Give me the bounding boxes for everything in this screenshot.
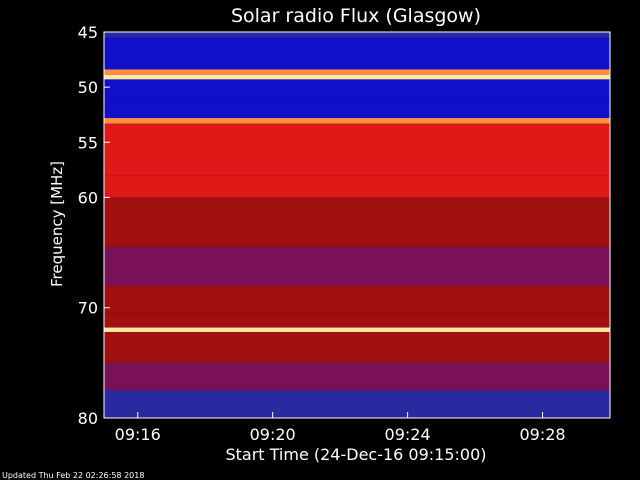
frequency-band-13	[104, 313, 610, 328]
y-tick-label: 50	[78, 78, 98, 97]
frequency-band-3	[104, 75, 610, 80]
y-tick-label: 60	[78, 188, 98, 207]
frequency-band-16	[104, 362, 610, 391]
frequency-band-17	[104, 390, 610, 418]
x-tick-label: 09:20	[250, 425, 296, 444]
y-axis-label: Frequency [MHz]	[48, 161, 66, 287]
x-tick-label: 09:16	[115, 425, 161, 444]
frequency-band-15	[104, 331, 610, 363]
x-tick-label: 09:28	[519, 425, 565, 444]
frequency-band-6	[104, 118, 610, 124]
y-tick-label: 55	[78, 133, 98, 152]
frequency-band-2	[104, 69, 610, 76]
frequency-band-4	[104, 79, 610, 99]
chart-title: Solar radio Flux (Glasgow)	[231, 5, 481, 27]
frequency-band-12	[104, 285, 610, 314]
y-tick-label: 70	[78, 299, 98, 318]
frequency-band-10	[104, 219, 610, 248]
update-timestamp: Updated Thu Feb 22 02:26:58 2018	[2, 471, 144, 480]
frequency-band-0	[104, 32, 610, 38]
frequency-band-1	[104, 37, 610, 70]
frequency-band-7	[104, 123, 610, 176]
frequency-band-9	[104, 197, 610, 220]
x-axis-label: Start Time (24-Dec-16 09:15:00)	[225, 445, 486, 464]
plot-area	[103, 31, 611, 419]
frequency-band-8	[104, 175, 610, 198]
frequency-band-5	[104, 98, 610, 119]
y-axis: 45 50 55 60 70 80	[78, 23, 110, 428]
frequency-band-11	[104, 247, 610, 286]
y-tick-label: 45	[78, 23, 98, 42]
y-tick-label: 80	[78, 409, 98, 428]
frequency-band-14	[104, 327, 610, 332]
plot-frame	[103, 31, 611, 419]
x-tick-label: 09:24	[385, 425, 431, 444]
x-axis: 09:16 09:20 09:24 09:28	[115, 412, 566, 444]
